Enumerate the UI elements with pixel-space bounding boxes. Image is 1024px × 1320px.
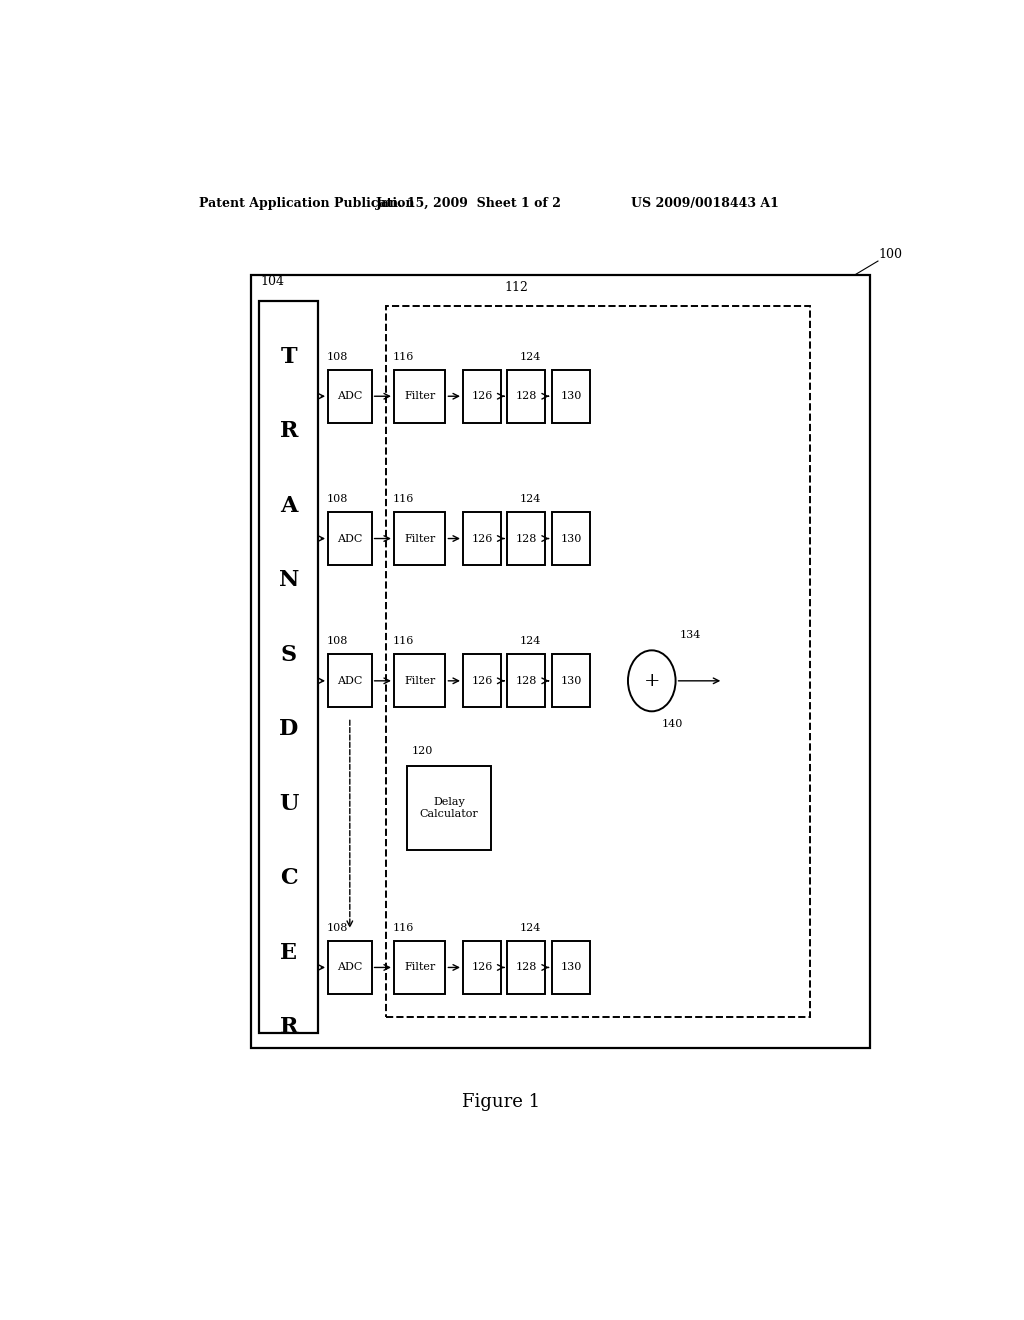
Text: +: + (643, 672, 660, 690)
Text: T: T (281, 346, 297, 367)
Bar (394, 941, 445, 994)
Text: Filter: Filter (404, 962, 435, 973)
Bar (328, 941, 372, 994)
Text: U: U (279, 792, 298, 814)
Bar (463, 512, 501, 565)
Bar (552, 370, 590, 422)
Bar (463, 941, 501, 994)
Bar (328, 370, 372, 422)
Bar (328, 512, 372, 565)
Bar (408, 766, 490, 850)
Bar (507, 370, 546, 422)
Text: Patent Application Publication: Patent Application Publication (200, 197, 415, 210)
Text: 108: 108 (327, 494, 348, 504)
Text: 108: 108 (327, 636, 348, 647)
Bar (463, 655, 501, 708)
Text: 130: 130 (560, 676, 582, 686)
Text: Filter: Filter (404, 676, 435, 686)
Text: 130: 130 (560, 962, 582, 973)
Text: ADC: ADC (337, 391, 362, 401)
Text: 128: 128 (516, 676, 537, 686)
Text: 108: 108 (327, 351, 348, 362)
Text: N: N (279, 569, 299, 591)
Bar (386, 306, 811, 1018)
Bar (463, 370, 501, 422)
Text: 126: 126 (471, 391, 493, 401)
Text: 108: 108 (327, 923, 348, 933)
Bar (394, 655, 445, 708)
Text: 124: 124 (520, 494, 542, 504)
Text: 120: 120 (412, 746, 433, 756)
Text: E: E (281, 941, 297, 964)
Bar (507, 941, 546, 994)
Text: Figure 1: Figure 1 (462, 1093, 540, 1110)
Text: R: R (280, 420, 298, 442)
Text: S: S (281, 644, 297, 665)
Bar (507, 655, 546, 708)
Text: 126: 126 (471, 533, 493, 544)
Text: 124: 124 (520, 636, 542, 647)
Text: 134: 134 (680, 630, 700, 640)
Bar (394, 512, 445, 565)
Text: ADC: ADC (337, 676, 362, 686)
Text: Filter: Filter (404, 533, 435, 544)
Text: A: A (280, 495, 297, 516)
Text: Delay
Calculator: Delay Calculator (420, 797, 478, 818)
Text: 116: 116 (392, 923, 414, 933)
Text: 116: 116 (392, 351, 414, 362)
Bar (552, 512, 590, 565)
Text: 100: 100 (878, 248, 902, 261)
Text: C: C (280, 867, 298, 890)
Text: 116: 116 (392, 636, 414, 647)
Text: 128: 128 (516, 391, 537, 401)
Text: ADC: ADC (337, 533, 362, 544)
Bar (259, 301, 318, 1032)
Text: 112: 112 (505, 281, 528, 293)
Text: 140: 140 (662, 719, 683, 730)
Text: US 2009/0018443 A1: US 2009/0018443 A1 (631, 197, 778, 210)
Bar (552, 655, 590, 708)
Text: 128: 128 (516, 533, 537, 544)
Text: R: R (280, 1016, 298, 1038)
Text: 130: 130 (560, 391, 582, 401)
Text: 116: 116 (392, 494, 414, 504)
Text: 128: 128 (516, 962, 537, 973)
Text: 130: 130 (560, 533, 582, 544)
Bar (552, 941, 590, 994)
Bar (507, 512, 546, 565)
Text: 126: 126 (471, 676, 493, 686)
Bar (328, 655, 372, 708)
Text: Jan. 15, 2009  Sheet 1 of 2: Jan. 15, 2009 Sheet 1 of 2 (376, 197, 562, 210)
Text: ADC: ADC (337, 962, 362, 973)
Text: 124: 124 (520, 923, 542, 933)
Text: D: D (280, 718, 298, 741)
Bar (394, 370, 445, 422)
Text: 104: 104 (260, 276, 285, 289)
Text: 124: 124 (520, 351, 542, 362)
Text: 126: 126 (471, 962, 493, 973)
Bar (251, 276, 870, 1048)
Text: Filter: Filter (404, 391, 435, 401)
